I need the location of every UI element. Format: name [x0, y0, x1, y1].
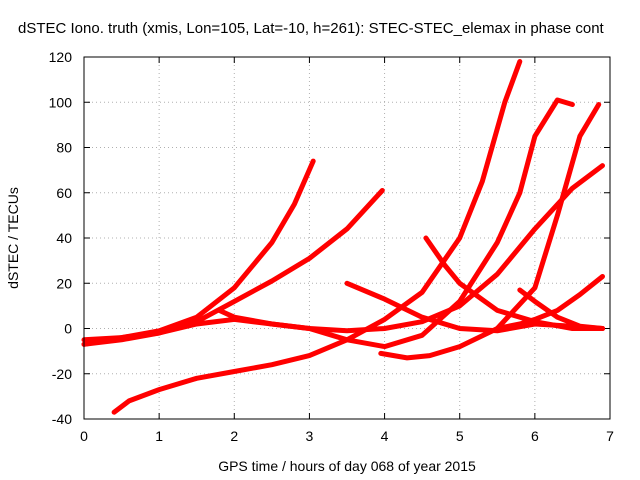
- axis-ticks: [83, 56, 611, 420]
- x-tick-label: 3: [306, 428, 314, 444]
- series-line-1: [81, 158, 316, 343]
- grid-lines: [84, 57, 610, 419]
- y-tick-label: 0: [64, 321, 72, 337]
- series-line-5: [216, 163, 605, 334]
- series-line-4: [81, 97, 575, 350]
- tick-labels: 0 1 2 3 4 5 6 7 -40 -20 0 20 40 60 80 100 120: [49, 49, 614, 444]
- y-tick-label: -20: [52, 366, 72, 382]
- x-tick-label: 6: [531, 428, 539, 444]
- series-group: [81, 59, 605, 415]
- y-tick-label: 80: [56, 140, 72, 156]
- x-tick-label: 4: [381, 428, 389, 444]
- series-line-8: [423, 235, 605, 331]
- x-tick-label: 5: [456, 428, 464, 444]
- y-tick-label: -40: [52, 411, 72, 427]
- series-line-3: [111, 59, 523, 415]
- y-tick-label: 20: [56, 275, 72, 291]
- y-tick-label: 100: [49, 94, 73, 110]
- y-tick-label: 60: [56, 185, 72, 201]
- y-tick-label: 40: [56, 230, 72, 246]
- x-tick-label: 0: [80, 428, 88, 444]
- y-tick-label: 120: [49, 49, 73, 65]
- series-line-9: [517, 287, 605, 331]
- x-tick-label: 2: [230, 428, 238, 444]
- x-axis-label: GPS time / hours of day 068 of year 2015: [218, 458, 476, 474]
- x-tick-label: 7: [606, 428, 614, 444]
- series-line-10: [494, 274, 605, 331]
- x-tick-label: 1: [155, 428, 163, 444]
- plot-frame: [83, 56, 611, 420]
- y-axis-label: dSTEC / TECUs: [5, 187, 21, 289]
- chart-title: dSTEC Iono. truth (xmis, Lon=105, Lat=-1…: [18, 20, 605, 37]
